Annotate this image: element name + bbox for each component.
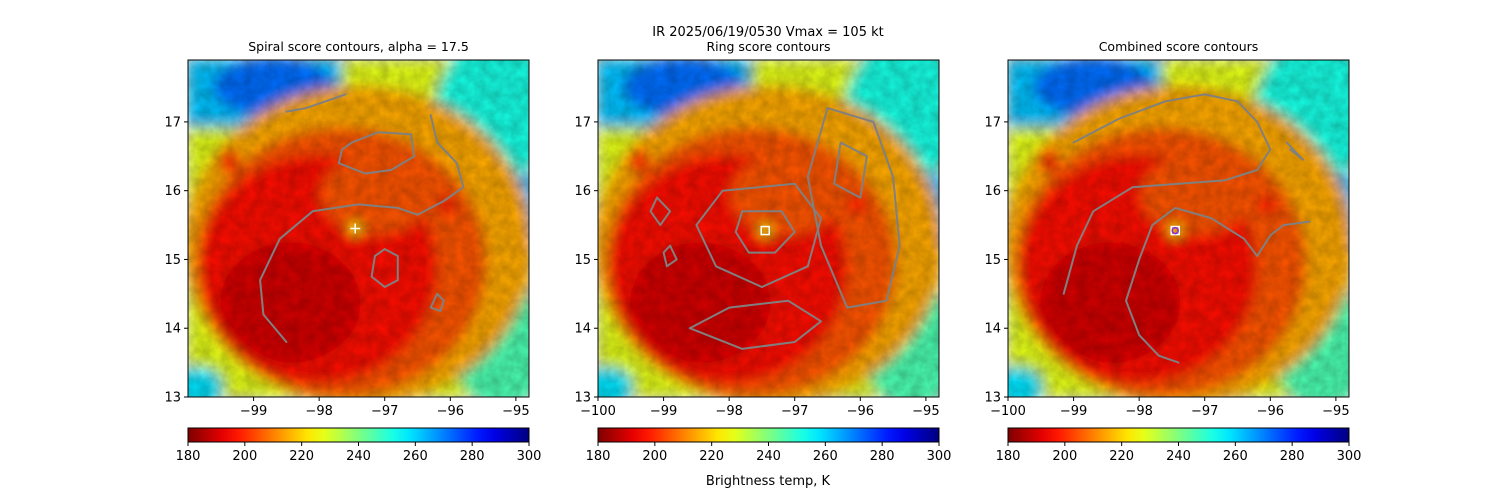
- colorbar-tick-label: 300: [1337, 449, 1362, 464]
- x-tick-label: −96: [437, 404, 464, 419]
- panel-1: Spiral score contours, alpha = 17.5 −99 −9…: [164, 39, 542, 464]
- score-contours: [649, 107, 901, 350]
- colorbar-tick-label: 280: [870, 449, 895, 464]
- colorbar-tick-label: 180: [996, 449, 1021, 464]
- colorbar-tick-label: 180: [586, 449, 611, 464]
- panels: Spiral score contours, alpha = 17.5 −99 −9…: [164, 39, 1362, 464]
- colorbar-tick-label: 240: [346, 449, 371, 464]
- x-tick-label: −99: [1060, 404, 1087, 419]
- center-marker: [1170, 225, 1180, 236]
- center-marker: [350, 223, 361, 234]
- y-tick-label: 13: [574, 391, 591, 406]
- panel-2: Ring score contours −100 −99 −98 −97 −96 −95 13…: [574, 39, 952, 464]
- panel-3: Combined score contours −100 −99 −98 −97 −96 −…: [984, 39, 1362, 464]
- panel-title: Spiral score contours, alpha = 17.5: [248, 39, 469, 54]
- contour-line-1: [1062, 93, 1272, 295]
- colorbar-label: Brightness temp, K: [706, 474, 831, 489]
- contour-line-6: [649, 196, 672, 227]
- x-tick-label: −100: [580, 404, 616, 419]
- x-tick-label: −100: [990, 404, 1026, 419]
- x-tick-label: −97: [371, 404, 398, 419]
- colorbar-tick-label: 280: [460, 449, 485, 464]
- contour-line-3: [1285, 141, 1305, 161]
- colorbar-tick-label: 200: [232, 449, 257, 464]
- y-tick-label: 16: [574, 184, 591, 199]
- colorbar-tick-label: 180: [176, 449, 201, 464]
- contour-line-7: [662, 244, 678, 268]
- x-tick-label: −97: [781, 404, 808, 419]
- contour-line-5: [688, 299, 822, 350]
- y-tick-label: 15: [164, 253, 181, 268]
- colorbar-tick-label: 200: [642, 449, 667, 464]
- colorbar: 180 200 220 240 260 280 300: [586, 427, 952, 464]
- x-tick-label: −97: [1191, 404, 1218, 419]
- x-tick-label: −98: [715, 404, 742, 419]
- contour-line-4: [833, 141, 868, 199]
- x-tick-label: −96: [847, 404, 874, 419]
- colorbar-tick-label: 200: [1052, 449, 1077, 464]
- axes-frame: [1007, 59, 1350, 398]
- colorbar-tick-label: 220: [699, 449, 724, 464]
- contour-line-2: [1125, 206, 1311, 364]
- colorbar: 180 200 220 240 260 280 300: [176, 427, 542, 464]
- colorbar-bar: [188, 428, 529, 442]
- y-tick-label: 13: [984, 391, 1001, 406]
- y-tick-label: 17: [574, 115, 591, 130]
- x-tick-label: −95: [912, 404, 939, 419]
- brightness-image: [1008, 60, 1349, 397]
- contour-line-1: [259, 114, 465, 343]
- colorbar-tick-label: 240: [1166, 449, 1191, 464]
- x-tick-label: −98: [1125, 404, 1152, 419]
- contour-line-3: [370, 248, 399, 288]
- colorbar-tick-label: 220: [289, 449, 314, 464]
- colorbar-tick-label: 260: [1223, 449, 1248, 464]
- axes-frame: [187, 59, 530, 398]
- x-tick-label: −96: [1257, 404, 1284, 419]
- y-tick-label: 14: [984, 322, 1001, 337]
- y-tick-label: 14: [164, 322, 181, 337]
- contour-line-2: [695, 182, 822, 288]
- colorbar-tick-label: 240: [756, 449, 781, 464]
- y-tick-label: 14: [574, 322, 591, 337]
- brightness-image: [598, 60, 939, 397]
- y-tick-label: 15: [984, 253, 1001, 268]
- x-tick-label: −99: [240, 404, 267, 419]
- x-tick-label: −95: [502, 404, 529, 419]
- y-tick-label: 13: [164, 391, 181, 406]
- x-tick-label: −99: [650, 404, 677, 419]
- colorbar-tick-label: 220: [1109, 449, 1134, 464]
- y-tick-label: 16: [164, 184, 181, 199]
- colorbar-bar: [1008, 428, 1349, 442]
- axes-frame: [597, 59, 940, 398]
- panel-title: Combined score contours: [1099, 39, 1259, 54]
- contour-line-1: [734, 210, 796, 254]
- contour-line-4: [429, 292, 445, 312]
- x-tick-label: −98: [305, 404, 332, 419]
- colorbar-bar: [598, 428, 939, 442]
- score-contours: [1062, 93, 1311, 364]
- colorbar-tick-label: 260: [813, 449, 838, 464]
- panel-title: Ring score contours: [706, 39, 830, 54]
- contour-line-2: [337, 131, 416, 175]
- contour-line-3: [806, 107, 901, 309]
- colorbar-tick-label: 300: [517, 449, 542, 464]
- colorbar-tick-label: 300: [927, 449, 952, 464]
- colorbar-tick-label: 280: [1280, 449, 1305, 464]
- center-marker: [760, 225, 770, 236]
- colorbar-tick-label: 260: [403, 449, 428, 464]
- contour-line-5: [285, 93, 347, 113]
- y-tick-label: 17: [164, 115, 181, 130]
- figure-suptitle: IR 2025/06/19/0530 Vmax = 105 kt: [652, 25, 883, 40]
- y-tick-label: 16: [984, 184, 1001, 199]
- colorbar: 180 200 220 240 260 280 300: [996, 427, 1362, 464]
- brightness-image: [188, 60, 529, 397]
- y-tick-label: 17: [984, 115, 1001, 130]
- x-tick-label: −95: [1322, 404, 1349, 419]
- score-contours: [259, 93, 465, 343]
- y-tick-label: 15: [574, 253, 591, 268]
